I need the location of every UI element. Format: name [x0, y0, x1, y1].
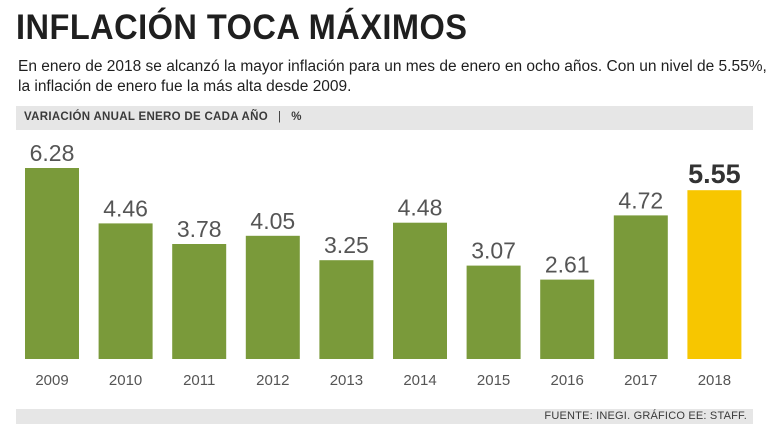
- subtitle: En enero de 2018 se alcanzó la mayor inf…: [18, 57, 767, 97]
- value-label-2010: 4.46: [103, 195, 148, 221]
- value-label-2011: 3.78: [177, 216, 222, 242]
- tick-label-2018: 2018: [698, 372, 731, 389]
- bar-chart: 6.28 2009 4.46 2010 3.78 2011 4.05 2012 3.25 2013…: [25, 140, 742, 389]
- bar-2018: [687, 190, 742, 359]
- value-label-2014: 4.48: [398, 195, 443, 221]
- page-title: INFLACIÓN TOCA MÁXIMOS: [16, 8, 468, 47]
- chart-header-bar: VARIACIÓN ANUAL ENERO DE CADA AÑO |%: [16, 106, 753, 130]
- subtitle-line-1: En enero de 2018 se alcanzó la mayor inf…: [18, 58, 767, 75]
- value-label-2016: 2.61: [545, 252, 590, 278]
- tick-label-2009: 2009: [35, 372, 68, 389]
- bar-2013: [319, 260, 374, 359]
- value-label-2012: 4.05: [250, 208, 295, 234]
- tick-label-2010: 2010: [109, 372, 142, 389]
- value-label-2018: 5.55: [688, 159, 741, 189]
- tick-label-2014: 2014: [403, 372, 436, 389]
- bar-2016: [540, 279, 595, 359]
- bar-2017: [613, 215, 668, 359]
- tick-label-2013: 2013: [330, 372, 363, 389]
- tick-label-2016: 2016: [551, 372, 584, 389]
- bar-2014: [393, 222, 447, 359]
- value-label-2015: 3.07: [471, 238, 516, 264]
- tick-label-2015: 2015: [477, 372, 510, 389]
- chart-header-separator: |: [277, 111, 282, 123]
- source-note: FUENTE: INEGI. GRÁFICO EE: STAFF.: [544, 410, 747, 422]
- value-label-2009: 6.28: [30, 140, 75, 166]
- chart-header: VARIACIÓN ANUAL ENERO DE CADA AÑO |%: [24, 111, 302, 123]
- value-label-2013: 3.25: [324, 232, 369, 258]
- bar-2009: [25, 168, 79, 359]
- chart-unit: %: [291, 111, 302, 123]
- chart-header-label: VARIACIÓN ANUAL ENERO DE CADA AÑO: [24, 111, 268, 123]
- tick-label-2012: 2012: [256, 372, 289, 389]
- bar-2012: [245, 235, 300, 359]
- tick-label-2011: 2011: [183, 372, 215, 389]
- subtitle-line-2: la inflación de enero fue la más alta de…: [18, 78, 352, 95]
- tick-label-2017: 2017: [624, 372, 657, 389]
- source-bar: FUENTE: INEGI. GRÁFICO EE: STAFF.: [16, 409, 753, 424]
- bar-2010: [98, 223, 153, 359]
- bar-2015: [466, 265, 521, 359]
- value-label-2017: 4.72: [618, 187, 663, 213]
- bar-2011: [172, 244, 227, 359]
